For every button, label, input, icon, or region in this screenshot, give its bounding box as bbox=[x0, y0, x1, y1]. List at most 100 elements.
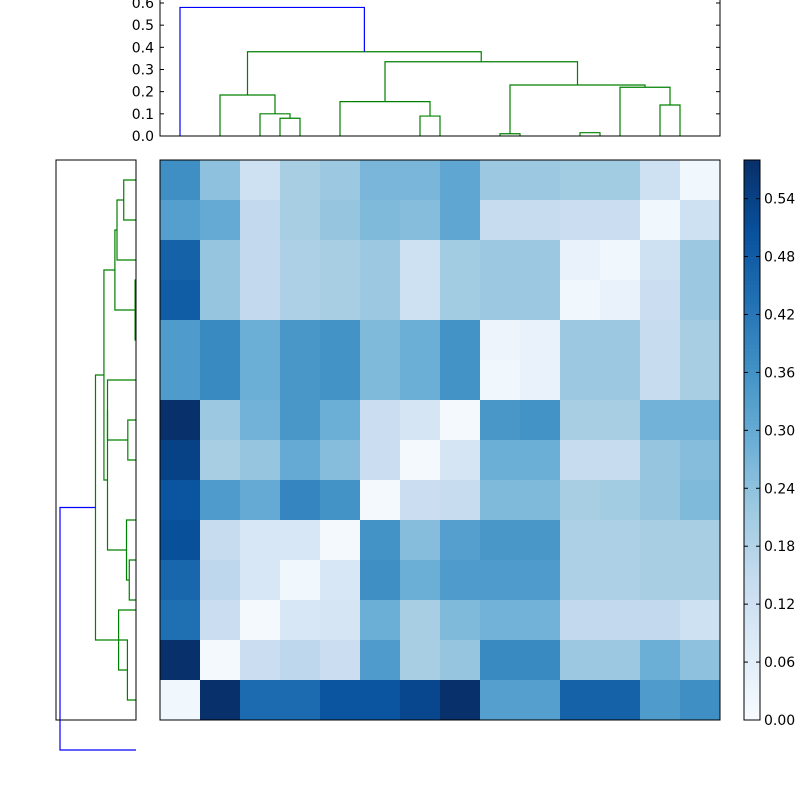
colorbar-band bbox=[744, 552, 760, 557]
heatmap-cell bbox=[640, 440, 681, 481]
heatmap-cell bbox=[560, 320, 601, 361]
heatmap-frame bbox=[159, 159, 721, 721]
top-dendrogram-frame bbox=[159, 0, 721, 137]
heatmap-cell bbox=[280, 200, 321, 241]
heatmap-cell bbox=[680, 400, 721, 441]
heatmap-cell bbox=[160, 440, 201, 481]
colorbar-band bbox=[744, 572, 760, 577]
colorbar-ticks: 0.00 0.06 0.12 0.18 0.24 0.30 0.36 0.42 0.48 0.54 bbox=[744, 192, 795, 729]
colorbar-band bbox=[744, 420, 760, 425]
heatmap-cell bbox=[360, 400, 401, 441]
heatmap-cell bbox=[680, 360, 721, 401]
heatmap-cell bbox=[200, 680, 241, 721]
colorbar-band bbox=[744, 320, 760, 325]
heatmap-cell bbox=[280, 440, 321, 481]
colorbar-tick-label: 0.48 bbox=[764, 250, 795, 266]
heatmap-cell bbox=[360, 440, 401, 481]
heatmap bbox=[159, 159, 721, 721]
heatmap-cell bbox=[640, 560, 681, 601]
heatmap-cell bbox=[520, 400, 561, 441]
colorbar-band bbox=[744, 712, 760, 717]
heatmap-cell bbox=[640, 640, 681, 681]
top-dendrogram-link bbox=[579, 132, 601, 136]
heatmap-cell bbox=[600, 320, 641, 361]
left-dendrogram-frame bbox=[55, 159, 137, 721]
colorbar-band bbox=[744, 180, 760, 185]
heatmap-cell bbox=[280, 320, 321, 361]
colorbar-band bbox=[744, 204, 760, 209]
heatmap-cell bbox=[200, 520, 241, 561]
colorbar-band bbox=[744, 620, 760, 625]
colorbar-band bbox=[744, 228, 760, 233]
heatmap-cell bbox=[480, 520, 521, 561]
colorbar-frame bbox=[743, 159, 761, 721]
colorbar-band bbox=[744, 300, 760, 305]
top-dendrogram-ytick-label: 0.5 bbox=[132, 18, 154, 34]
heatmap-cell bbox=[560, 680, 601, 721]
heatmap-cell bbox=[200, 200, 241, 241]
colorbar-band bbox=[744, 496, 760, 501]
heatmap-cell bbox=[480, 240, 521, 281]
heatmap-cell bbox=[320, 640, 361, 681]
colorbar-band bbox=[744, 540, 760, 545]
colorbar-band bbox=[744, 504, 760, 509]
colorbar-band bbox=[744, 188, 760, 193]
colorbar-band bbox=[744, 624, 760, 629]
heatmap-cell bbox=[600, 160, 641, 201]
heatmap-cell bbox=[640, 520, 681, 561]
colorbar-band bbox=[744, 344, 760, 349]
colorbar-band bbox=[744, 680, 760, 685]
heatmap-cell bbox=[240, 360, 281, 401]
heatmap-cell bbox=[600, 280, 641, 321]
colorbar-band bbox=[744, 440, 760, 445]
colorbar-tick-label: 0.30 bbox=[764, 423, 795, 439]
colorbar-band bbox=[744, 316, 760, 321]
heatmap-cell bbox=[360, 160, 401, 201]
heatmap-cell bbox=[320, 600, 361, 641]
colorbar-band bbox=[744, 524, 760, 529]
colorbar-band bbox=[744, 560, 760, 565]
colorbar-band bbox=[744, 656, 760, 661]
colorbar-band bbox=[744, 216, 760, 221]
colorbar-band bbox=[744, 352, 760, 357]
heatmap-cell bbox=[280, 240, 321, 281]
heatmap-cell bbox=[560, 280, 601, 321]
colorbar-band bbox=[744, 672, 760, 677]
colorbar-band bbox=[744, 500, 760, 505]
heatmap-cell bbox=[440, 480, 481, 521]
heatmap-cell bbox=[400, 480, 441, 521]
top-dendrogram: 0.0 0.1 0.2 0.3 0.4 0.5 0.6 bbox=[132, 0, 721, 145]
colorbar-band bbox=[744, 652, 760, 657]
colorbar-band bbox=[744, 288, 760, 293]
heatmap-cell bbox=[200, 560, 241, 601]
heatmap-cell bbox=[200, 640, 241, 681]
heatmap-cell bbox=[360, 640, 401, 681]
heatmap-cell bbox=[240, 640, 281, 681]
heatmap-cell bbox=[280, 520, 321, 561]
heatmap-cell bbox=[600, 680, 641, 721]
heatmap-cell bbox=[480, 640, 521, 681]
heatmap-cell bbox=[360, 360, 401, 401]
colorbar-tick-label: 0.36 bbox=[764, 365, 795, 381]
left-dendrogram-link bbox=[106, 410, 127, 551]
heatmap-cell bbox=[520, 280, 561, 321]
heatmap-cell bbox=[560, 600, 601, 641]
heatmap-cell bbox=[160, 360, 201, 401]
heatmap-cell bbox=[680, 240, 721, 281]
top-dendrogram-links bbox=[179, 6, 681, 136]
heatmap-cell bbox=[200, 360, 241, 401]
heatmap-cell bbox=[240, 560, 281, 601]
colorbar-band bbox=[744, 412, 760, 417]
heatmap-cell bbox=[480, 440, 521, 481]
heatmap-cell bbox=[320, 240, 361, 281]
heatmap-cell bbox=[320, 400, 361, 441]
heatmap-cell bbox=[600, 400, 641, 441]
left-dendrogram bbox=[55, 159, 137, 751]
colorbar-band bbox=[744, 340, 760, 345]
colorbar-band bbox=[744, 604, 760, 609]
colorbar-band bbox=[744, 172, 760, 177]
heatmap-cell bbox=[480, 600, 521, 641]
colorbar-band bbox=[744, 208, 760, 213]
heatmap-cell bbox=[320, 480, 361, 521]
